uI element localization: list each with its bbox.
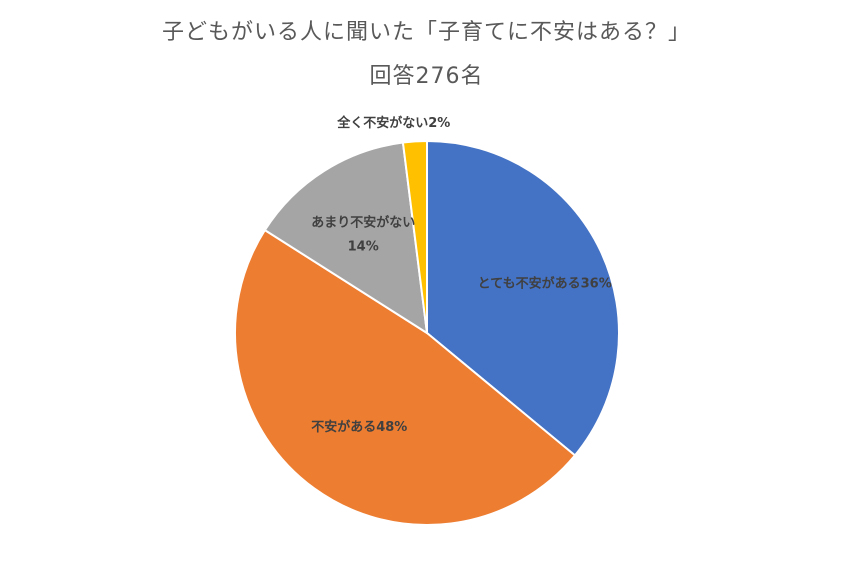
pie-slice-4: [401, 139, 428, 334]
slice-label-4: 全く不安がない2%: [336, 115, 450, 131]
chart-title: 子どもがいる人に聞いた「子育てに不安はある？」: [161, 20, 691, 45]
pie-slice-1: [426, 139, 620, 457]
pie-slice-3: [263, 141, 429, 335]
chart-subtitle: 回答276名: [369, 64, 484, 89]
slice-label-3: あまり不安がない 14%: [311, 214, 415, 254]
slice-label-1: とても不安がある36%: [478, 275, 612, 291]
pie-slice-2: [234, 228, 577, 526]
slice-label-2: 不安がある48%: [311, 419, 407, 435]
